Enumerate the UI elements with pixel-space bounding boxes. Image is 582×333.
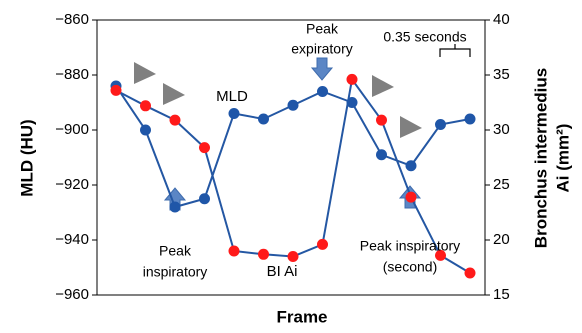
point — [346, 97, 358, 108]
point — [110, 84, 122, 96]
point — [435, 119, 446, 130]
triangle — [400, 116, 422, 138]
y-tick-label: −860 — [55, 11, 89, 28]
bracket — [439, 44, 471, 57]
point — [405, 160, 417, 172]
point — [228, 108, 240, 119]
annotation: (second) — [383, 259, 437, 275]
series-label: MLD — [216, 88, 248, 105]
point — [435, 249, 446, 261]
y-tick-label: −940 — [55, 231, 89, 248]
triangle — [134, 62, 156, 84]
annotation: inspiratory — [143, 264, 208, 280]
point — [287, 251, 299, 262]
y2-tick-label: 35 — [493, 66, 510, 83]
annotation: 0.35 seconds — [383, 29, 466, 45]
triangles — [134, 62, 422, 138]
point — [287, 99, 299, 111]
point — [140, 100, 151, 112]
point — [258, 113, 269, 125]
y2-tick-label: 15 — [493, 286, 510, 303]
series-label: BI Ai — [267, 263, 298, 280]
y-tick-label: −920 — [55, 176, 89, 193]
point — [169, 114, 181, 126]
point — [346, 73, 358, 85]
arrow — [310, 57, 334, 81]
triangle — [163, 83, 185, 105]
annotation: Peak inspiratory — [360, 238, 460, 254]
y2-tick-label: 30 — [493, 121, 510, 138]
point — [140, 124, 151, 136]
triangle — [372, 75, 394, 97]
annotation: Peak — [306, 21, 339, 37]
point — [317, 238, 328, 250]
y-tick-label: −880 — [55, 66, 89, 83]
y2-axis-label: Ai (mm²) — [553, 124, 572, 193]
point — [464, 113, 476, 125]
point — [199, 142, 210, 154]
point — [376, 114, 387, 126]
point — [228, 245, 240, 257]
y2-tick-label: 40 — [493, 11, 510, 28]
y-tick-label: −900 — [55, 121, 89, 138]
point — [464, 267, 476, 279]
point — [376, 149, 387, 161]
y2-axis-label: Bronchus intermedius — [531, 68, 550, 248]
point — [405, 191, 417, 203]
y-tick-label: −960 — [55, 286, 89, 303]
y2-tick-label: 25 — [493, 176, 510, 193]
y2-tick-label: 20 — [493, 231, 510, 248]
point — [258, 248, 269, 260]
annotation: expiratory — [291, 41, 352, 57]
y-axis-label: MLD (HU) — [17, 119, 36, 196]
point — [169, 201, 181, 213]
x-axis-label: Frame — [276, 307, 327, 326]
point — [199, 193, 210, 205]
annotation: Peak — [159, 243, 192, 259]
point — [317, 86, 328, 97]
plot-frame — [96, 19, 486, 296]
